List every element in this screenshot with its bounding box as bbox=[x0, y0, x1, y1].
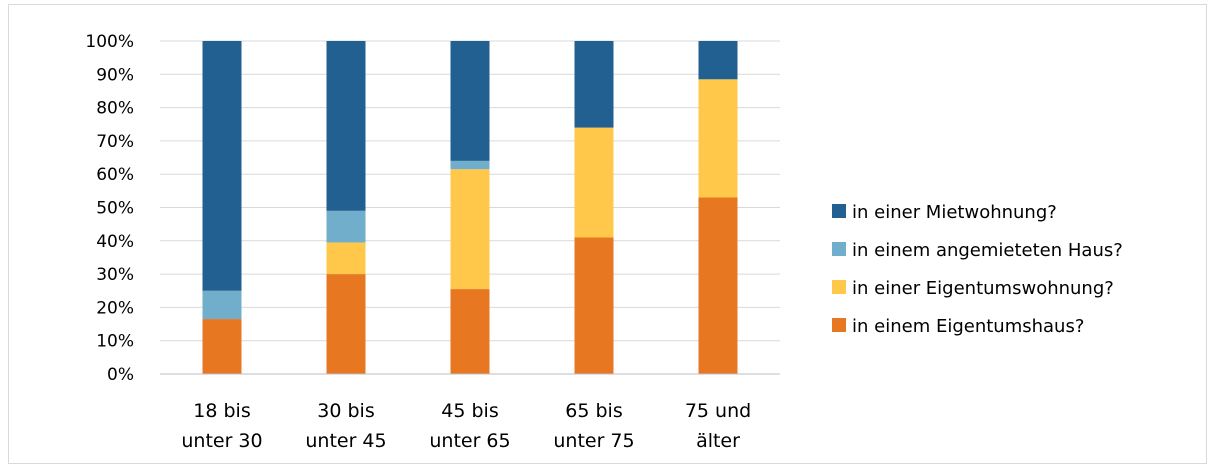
bar-segment bbox=[698, 79, 738, 198]
legend-label: in einer Eigentumswohnung? bbox=[852, 278, 1114, 299]
y-tick-label: 80% bbox=[96, 99, 134, 119]
bar-segment bbox=[698, 41, 738, 80]
bar-segment bbox=[326, 274, 366, 374]
y-tick-label: 30% bbox=[96, 265, 134, 285]
y-tick-label: 90% bbox=[96, 65, 134, 85]
x-tick-label: 30 bis bbox=[317, 400, 374, 422]
bar-segment bbox=[574, 237, 614, 374]
bar-segment bbox=[698, 197, 738, 374]
legend-swatch bbox=[832, 318, 846, 332]
x-tick-label: unter 30 bbox=[181, 430, 262, 452]
x-tick-label: unter 75 bbox=[553, 430, 634, 452]
bars bbox=[202, 41, 738, 374]
x-tick-label: unter 45 bbox=[305, 430, 386, 452]
x-tick-label: älter bbox=[696, 430, 740, 452]
legend-label: in einem angemieteten Haus? bbox=[852, 240, 1123, 261]
legend-swatch bbox=[832, 242, 846, 256]
x-tick-label: 65 bis bbox=[565, 400, 622, 422]
bar-segment bbox=[450, 160, 490, 170]
bar-segment bbox=[326, 41, 366, 211]
y-tick-label: 20% bbox=[96, 298, 134, 318]
y-axis: 0% 10% 20% 30% 40% 50% 60% 70% 80% 90% 100% bbox=[85, 32, 134, 385]
bar-segment bbox=[326, 242, 366, 275]
bar-segment bbox=[450, 41, 490, 161]
bar-segment bbox=[202, 290, 242, 320]
bar-segment bbox=[574, 127, 614, 238]
y-tick-label: 70% bbox=[96, 132, 134, 152]
y-tick-label: 100% bbox=[85, 32, 134, 52]
x-tick-label: unter 65 bbox=[429, 430, 510, 452]
x-tick-label: 45 bis bbox=[441, 400, 498, 422]
legend-label: in einem Eigentumshaus? bbox=[852, 316, 1084, 337]
y-tick-label: 50% bbox=[96, 199, 134, 219]
legend-swatch bbox=[832, 204, 846, 218]
bar-segment bbox=[326, 210, 366, 243]
y-tick-label: 0% bbox=[107, 365, 134, 385]
bar-segment bbox=[450, 169, 490, 290]
y-tick-label: 10% bbox=[96, 332, 134, 352]
bar-segment bbox=[202, 41, 242, 291]
y-tick-label: 60% bbox=[96, 165, 134, 185]
legend: in einer Mietwohnung? in einem angemietet… bbox=[832, 202, 1123, 337]
legend-label: in einer Mietwohnung? bbox=[852, 202, 1057, 223]
bar-segment bbox=[574, 41, 614, 128]
x-tick-label: 75 und bbox=[685, 400, 751, 422]
x-axis: 18 bis unter 30 30 bis unter 45 45 bis unter … bbox=[160, 373, 780, 452]
bar-segment bbox=[202, 319, 242, 374]
x-tick-label: 18 bis bbox=[193, 400, 250, 422]
y-tick-label: 40% bbox=[96, 232, 134, 252]
legend-swatch bbox=[832, 280, 846, 294]
bar-segment bbox=[450, 289, 490, 374]
